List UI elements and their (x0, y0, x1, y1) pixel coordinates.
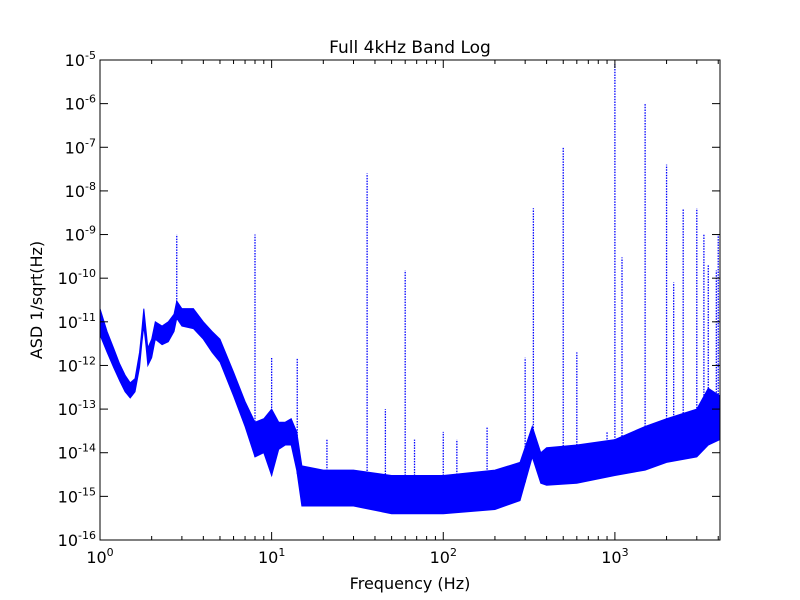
axes-frame (99, 59, 721, 541)
y-tick-label: 10-13 (58, 398, 96, 419)
x-tick-label: 101 (258, 546, 285, 567)
y-tick-label: 10-14 (58, 442, 96, 463)
x-axis-label: Frequency (Hz) (350, 574, 471, 593)
chart-title: Full 4kHz Band Log (329, 38, 491, 58)
data-layer (99, 64, 721, 515)
y-tick-label: 10-9 (65, 224, 96, 245)
x-tick-label: 103 (601, 546, 628, 567)
y-tick-label: 10-10 (58, 267, 96, 288)
y-tick-label: 10-16 (58, 529, 96, 550)
y-tick-label: 10-6 (65, 93, 96, 114)
y-tick-label: 10-12 (58, 354, 96, 375)
x-tick-label: 102 (430, 546, 457, 567)
tick-layer: 100 101 102 103 10-16 10-15 10-14 10-13 10-12 10-… (58, 49, 720, 567)
y-tick-label: 10-15 (58, 485, 96, 506)
y-tick-label: 10-5 (65, 49, 96, 70)
y-tick-label: 10-8 (65, 180, 96, 201)
y-tick-label: 10-7 (65, 136, 96, 157)
y-axis-label: ASD 1/sqrt(Hz) (27, 241, 46, 359)
y-tick-label: 10-11 (58, 311, 96, 332)
x-tick-label: 100 (86, 546, 113, 567)
